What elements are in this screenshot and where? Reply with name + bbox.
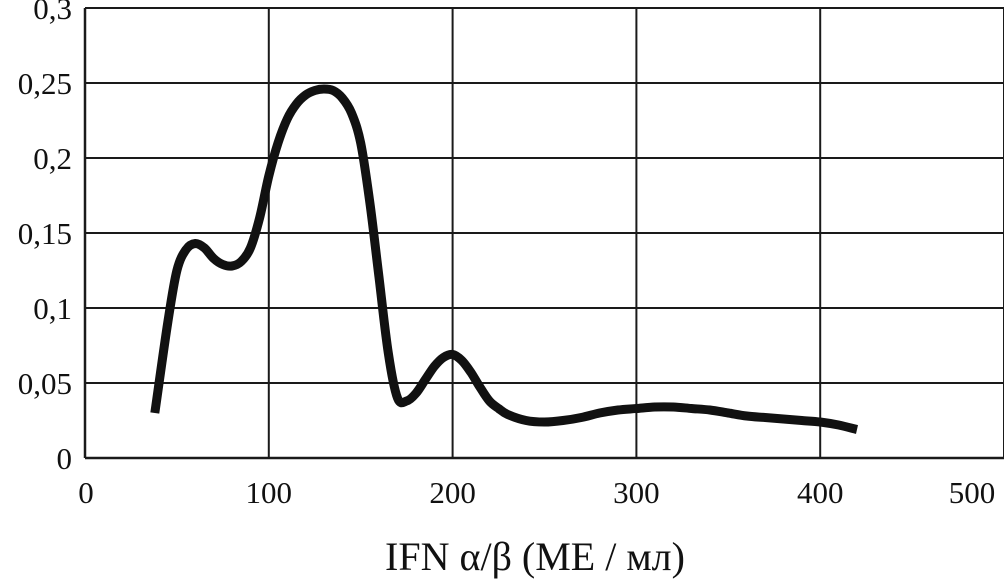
y-tick-label: 0,15 [18, 216, 72, 251]
x-tick-label: 100 [246, 475, 293, 510]
y-tick-label: 0,2 [33, 141, 72, 176]
x-tick-label: 500 [949, 475, 996, 510]
grid [83, 7, 1004, 460]
x-tick-label: 0 [78, 475, 94, 510]
x-tick-label: 200 [429, 475, 476, 510]
series-line-0 [150, 84, 859, 434]
y-tick-label: 0,25 [18, 66, 72, 101]
x-tick-labels: 0 100 200 300 400 500 [78, 475, 995, 510]
y-tick-label: 0,3 [33, 0, 72, 26]
x-axis-title: IFN α/β (МЕ / мл) [385, 534, 685, 579]
y-tick-labels: 0 0,05 0,1 0,15 0,2 0,25 0,3 [18, 0, 72, 476]
y-tick-label: 0,1 [33, 291, 72, 326]
x-tick-label: 400 [797, 475, 844, 510]
x-tick-label: 300 [613, 475, 660, 510]
series-layer [150, 84, 859, 434]
y-tick-label: 0 [57, 441, 73, 476]
y-tick-label: 0,05 [18, 366, 72, 401]
